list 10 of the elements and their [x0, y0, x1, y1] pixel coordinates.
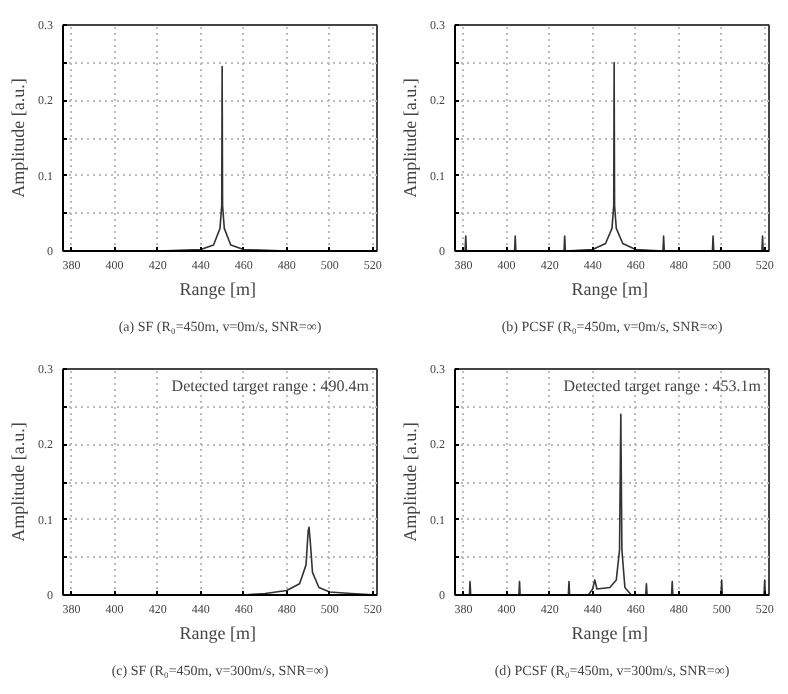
y-axis-title: Amplitude [a.u.]: [400, 422, 420, 542]
y-axis-title: Amplitude [a.u.]: [400, 78, 420, 198]
x-axis-title: Range [m]: [571, 279, 649, 299]
annotation: Detected target range : 490.4m: [171, 377, 371, 395]
x-axis-title: Range [m]: [179, 623, 257, 643]
x-axis-title: Range [m]: [571, 623, 649, 643]
annotation: Detected target range : 453.1m: [563, 377, 763, 395]
y-axis-title: Amplitude [a.u.]: [8, 78, 28, 198]
y-axis-title: Amplitude [a.u.]: [8, 422, 28, 542]
x-axis-title: Range [m]: [179, 279, 257, 299]
